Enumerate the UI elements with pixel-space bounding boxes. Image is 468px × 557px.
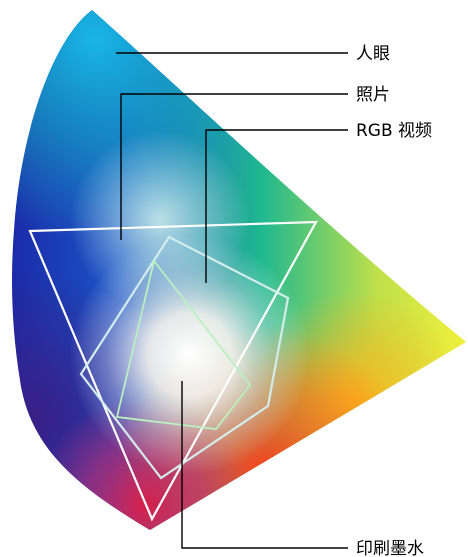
label-human-eye: 人眼 [356,44,390,64]
photo-gamut-outline [28,220,318,522]
leader-print-ink [181,381,348,549]
leader-lines [116,52,348,549]
label-rgb-video: RGB 视频 [356,121,432,141]
label-photo: 照片 [356,85,390,105]
rgb-video-gamut-outline [79,235,290,480]
leader-rgb-video [205,129,348,283]
leader-photo [120,93,348,240]
label-print-ink: 印刷墨水 [356,539,424,557]
print-ink-gamut-outline [115,258,252,430]
